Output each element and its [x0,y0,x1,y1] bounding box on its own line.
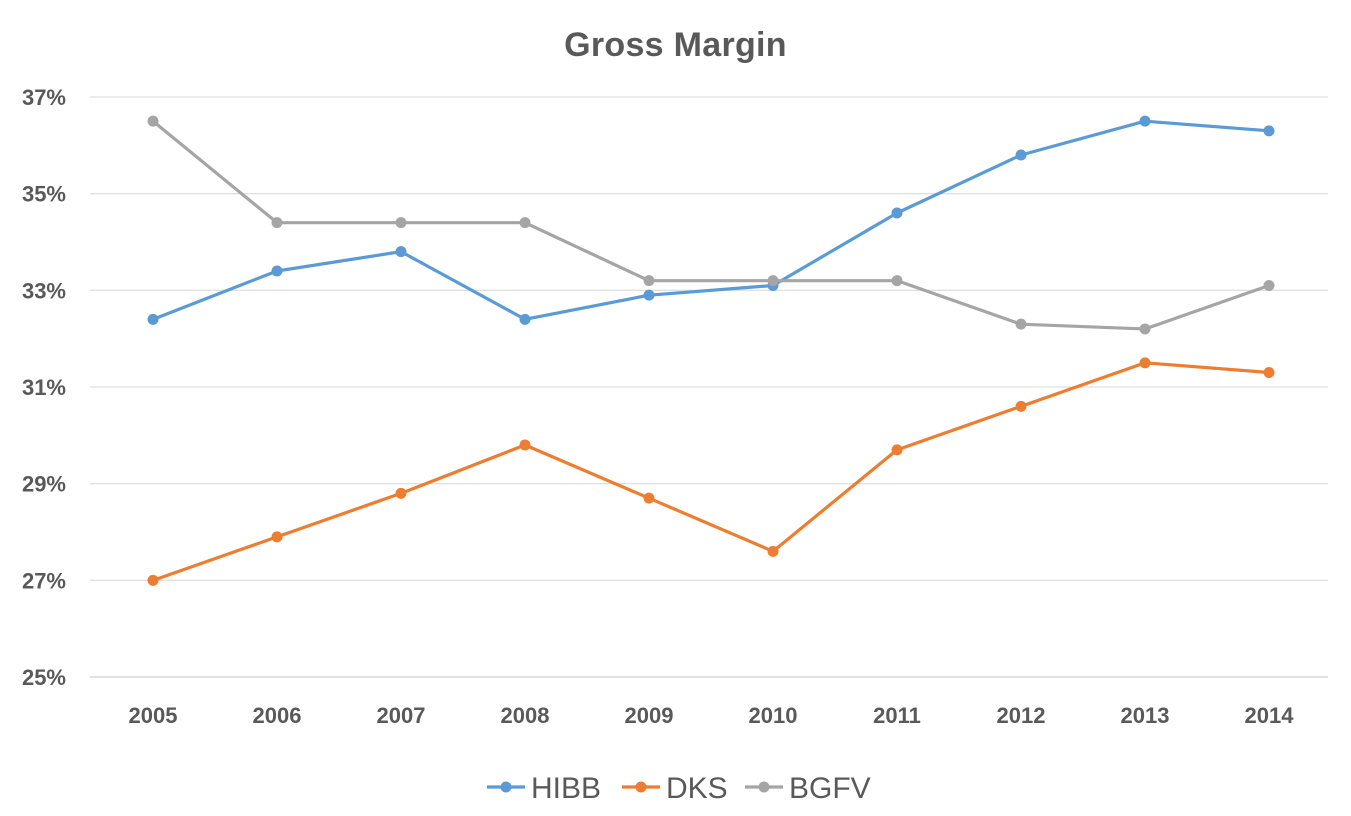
legend-marker-dks [635,781,647,793]
y-tick-label: 27% [22,568,66,593]
series-line-bgfv [151,119,1271,331]
data-point-bgfv [767,275,779,287]
y-tick-label: 37% [22,85,66,110]
data-point-hibb [395,246,407,258]
data-point-bgfv [1139,323,1151,335]
data-point-dks [519,439,531,451]
series-line-hibb [151,119,1271,321]
data-point-bgfv [1015,318,1027,330]
data-point-dks [643,492,655,504]
data-point-dks [1263,367,1275,378]
x-tick-label: 2005 [129,703,178,728]
legend-label-bgfv: BGFV [789,772,871,805]
y-tick-label: 33% [22,278,66,303]
data-point-dks [891,444,903,456]
data-point-hibb [1139,115,1151,127]
data-point-bgfv [271,217,283,229]
series-line-dks [151,361,1271,582]
data-point-hibb [519,313,531,325]
legend-label-dks: DKS [666,772,728,805]
y-tick-label: 31% [22,375,66,400]
x-tick-label: 2014 [1245,703,1295,728]
x-tick-label: 2012 [997,703,1046,728]
series [147,115,1275,586]
data-point-bgfv [891,275,903,287]
data-point-dks [395,487,407,499]
data-point-bgfv [643,275,655,287]
x-tick-label: 2013 [1121,703,1170,728]
y-tick-label: 35% [22,182,66,207]
data-point-dks [147,574,159,586]
legend-label-hibb: HIBB [531,772,601,805]
gridlines [90,96,1328,678]
x-tick-label: 2009 [625,703,674,728]
data-point-hibb [891,207,903,219]
data-point-dks [271,531,283,543]
axes: 25% 27% 29% 31% 33% 35% 37% 2005 2006 2007 2008 200… [22,85,1294,728]
x-tick-label: 2007 [377,703,426,728]
chart-title: Gross Margin [564,26,787,64]
y-tick-label: 25% [22,665,66,690]
x-tick-label: 2011 [873,703,921,728]
legend-marker-bgfv [758,781,770,793]
data-point-bgfv [147,115,159,127]
x-tick-label: 2006 [253,703,302,728]
data-point-bgfv [519,217,531,229]
legend-marker-hibb [500,781,512,793]
x-tick-label: 2010 [749,703,798,728]
legend: HIBB DKS BGFV [487,772,871,805]
data-point-hibb [643,289,655,301]
data-point-dks [1015,400,1027,412]
x-tick-label: 2008 [501,703,550,728]
data-point-bgfv [395,217,407,229]
data-point-dks [1139,357,1151,369]
data-point-hibb [271,265,283,277]
data-point-hibb [147,313,159,325]
data-point-bgfv [1263,280,1275,291]
data-point-hibb [1263,125,1275,137]
data-point-hibb [1015,149,1027,161]
data-point-dks [767,545,779,557]
y-tick-label: 29% [22,472,66,497]
